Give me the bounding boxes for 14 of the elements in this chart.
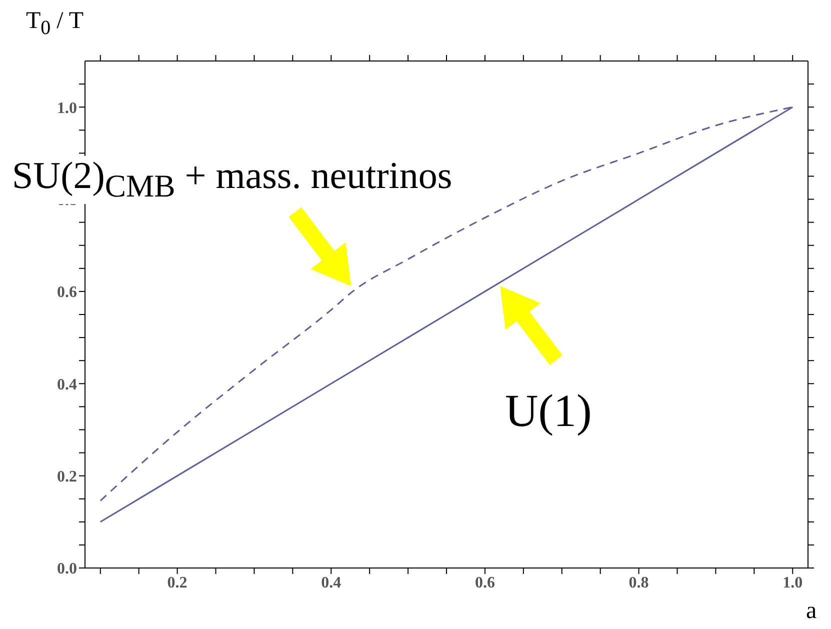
series-label: U(1) — [505, 385, 592, 437]
x-tick-label: 0.4 — [321, 574, 342, 592]
x-tick-label: 1.0 — [782, 574, 803, 592]
y-tick-label: 1.0 — [57, 100, 77, 117]
y-tick-label: 0.0 — [57, 560, 77, 578]
y-tick-label: 0.6 — [57, 284, 77, 302]
x-axis-title: a — [806, 598, 817, 625]
y-axis-title: T$_{0}$ / T — [26, 8, 84, 40]
y-tick-label: 0.2 — [57, 468, 77, 486]
series-label: SU(2)$_{CMB}$ + mass. neutrinos — [12, 155, 452, 204]
text: 0.2 — [167, 574, 188, 592]
y-tick-label: 0.4 — [57, 376, 77, 394]
x-tick-label: 0.6 — [474, 574, 495, 592]
x-tick-label: 0.8 — [628, 574, 649, 592]
